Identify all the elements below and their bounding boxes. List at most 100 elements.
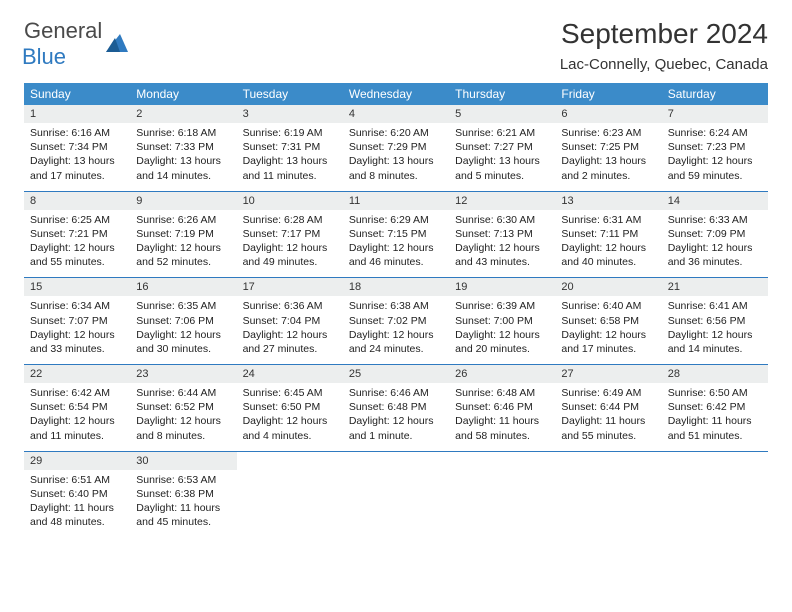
day-info-line: and 11 minutes. bbox=[243, 169, 337, 183]
day-info-line: Sunrise: 6:30 AM bbox=[455, 213, 549, 227]
day-info-line: and 11 minutes. bbox=[30, 429, 124, 443]
location: Lac-Connelly, Quebec, Canada bbox=[560, 56, 768, 73]
day-cell bbox=[449, 452, 555, 538]
day-cell: 18Sunrise: 6:38 AMSunset: 7:02 PMDayligh… bbox=[343, 278, 449, 364]
day-info-line: and 58 minutes. bbox=[455, 429, 549, 443]
day-cell bbox=[555, 452, 661, 538]
day-body: Sunrise: 6:19 AMSunset: 7:31 PMDaylight:… bbox=[237, 123, 343, 191]
day-info-line: Sunset: 7:34 PM bbox=[30, 140, 124, 154]
day-number: 27 bbox=[555, 365, 661, 383]
day-cell: 9Sunrise: 6:26 AMSunset: 7:19 PMDaylight… bbox=[130, 192, 236, 278]
day-info-line: Sunrise: 6:25 AM bbox=[30, 213, 124, 227]
calendar-weeks: 1Sunrise: 6:16 AMSunset: 7:34 PMDaylight… bbox=[24, 105, 768, 537]
day-info-line: Sunset: 7:15 PM bbox=[349, 227, 443, 241]
day-info-line: Sunset: 7:00 PM bbox=[455, 314, 549, 328]
day-cell: 14Sunrise: 6:33 AMSunset: 7:09 PMDayligh… bbox=[662, 192, 768, 278]
logo-text-general: General bbox=[24, 18, 102, 43]
day-cell: 6Sunrise: 6:23 AMSunset: 7:25 PMDaylight… bbox=[555, 105, 661, 191]
day-cell: 13Sunrise: 6:31 AMSunset: 7:11 PMDayligh… bbox=[555, 192, 661, 278]
day-info-line: Daylight: 12 hours bbox=[561, 241, 655, 255]
day-body: Sunrise: 6:25 AMSunset: 7:21 PMDaylight:… bbox=[24, 210, 130, 278]
day-info-line: Daylight: 13 hours bbox=[136, 154, 230, 168]
day-body: Sunrise: 6:16 AMSunset: 7:34 PMDaylight:… bbox=[24, 123, 130, 191]
day-info-line: Sunset: 6:38 PM bbox=[136, 487, 230, 501]
day-info-line: Daylight: 12 hours bbox=[243, 414, 337, 428]
day-cell: 21Sunrise: 6:41 AMSunset: 6:56 PMDayligh… bbox=[662, 278, 768, 364]
day-body: Sunrise: 6:53 AMSunset: 6:38 PMDaylight:… bbox=[130, 470, 236, 538]
day-info-line: Daylight: 11 hours bbox=[30, 501, 124, 515]
day-number: 8 bbox=[24, 192, 130, 210]
day-info-line: and 51 minutes. bbox=[668, 429, 762, 443]
day-info-line: and 33 minutes. bbox=[30, 342, 124, 356]
day-cell: 11Sunrise: 6:29 AMSunset: 7:15 PMDayligh… bbox=[343, 192, 449, 278]
day-info-line: Daylight: 13 hours bbox=[561, 154, 655, 168]
day-body: Sunrise: 6:38 AMSunset: 7:02 PMDaylight:… bbox=[343, 296, 449, 364]
day-info-line: Sunrise: 6:29 AM bbox=[349, 213, 443, 227]
day-body: Sunrise: 6:41 AMSunset: 6:56 PMDaylight:… bbox=[662, 296, 768, 364]
day-info-line: Sunset: 7:19 PM bbox=[136, 227, 230, 241]
day-number: 3 bbox=[237, 105, 343, 123]
day-cell: 7Sunrise: 6:24 AMSunset: 7:23 PMDaylight… bbox=[662, 105, 768, 191]
day-info-line: Sunset: 6:58 PM bbox=[561, 314, 655, 328]
day-info-line: Sunset: 7:33 PM bbox=[136, 140, 230, 154]
day-info-line: and 20 minutes. bbox=[455, 342, 549, 356]
day-info-line: Daylight: 11 hours bbox=[455, 414, 549, 428]
day-body: Sunrise: 6:21 AMSunset: 7:27 PMDaylight:… bbox=[449, 123, 555, 191]
day-number: 29 bbox=[24, 452, 130, 470]
day-cell: 15 Sunrise: 6:34 AMSunset: 7:07 PMDayligh… bbox=[24, 278, 130, 364]
day-cell: 30Sunrise: 6:53 AMSunset: 6:38 PMDayligh… bbox=[130, 452, 236, 538]
day-info-line: and 1 minute. bbox=[349, 429, 443, 443]
day-info-line: Sunset: 6:48 PM bbox=[349, 400, 443, 414]
day-body: Sunrise: 6:50 AMSunset: 6:42 PMDaylight:… bbox=[662, 383, 768, 451]
day-header: Monday bbox=[130, 83, 236, 105]
day-info-line: Sunset: 7:31 PM bbox=[243, 140, 337, 154]
day-info-line: Sunrise: 6:46 AM bbox=[349, 386, 443, 400]
day-info-line: Sunrise: 6:31 AM bbox=[561, 213, 655, 227]
day-info-line: Daylight: 12 hours bbox=[668, 154, 762, 168]
day-info-line: and 17 minutes. bbox=[561, 342, 655, 356]
day-info-line: Sunrise: 6:48 AM bbox=[455, 386, 549, 400]
day-body: Sunrise: 6:42 AMSunset: 6:54 PMDaylight:… bbox=[24, 383, 130, 451]
day-cell: 25Sunrise: 6:46 AMSunset: 6:48 PMDayligh… bbox=[343, 365, 449, 451]
day-info-line: Sunset: 7:29 PM bbox=[349, 140, 443, 154]
day-cell: 16Sunrise: 6:35 AMSunset: 7:06 PMDayligh… bbox=[130, 278, 236, 364]
day-info-line: and 14 minutes. bbox=[136, 169, 230, 183]
day-cell: 17Sunrise: 6:36 AMSunset: 7:04 PMDayligh… bbox=[237, 278, 343, 364]
day-info-line: Daylight: 12 hours bbox=[136, 241, 230, 255]
day-info-line: Sunrise: 6:35 AM bbox=[136, 299, 230, 313]
day-info-line: and 4 minutes. bbox=[243, 429, 337, 443]
logo-text-blue: Blue bbox=[22, 44, 66, 69]
day-info-line: Sunset: 6:50 PM bbox=[243, 400, 337, 414]
day-cell: 24Sunrise: 6:45 AMSunset: 6:50 PMDayligh… bbox=[237, 365, 343, 451]
day-number: 15 bbox=[24, 278, 130, 296]
day-info-line: Sunrise: 6:39 AM bbox=[455, 299, 549, 313]
day-number: 18 bbox=[343, 278, 449, 296]
day-info-line: Daylight: 12 hours bbox=[30, 328, 124, 342]
day-info-line: and 40 minutes. bbox=[561, 255, 655, 269]
day-info-line: Sunset: 7:06 PM bbox=[136, 314, 230, 328]
day-number: 4 bbox=[343, 105, 449, 123]
day-cell: 23Sunrise: 6:44 AMSunset: 6:52 PMDayligh… bbox=[130, 365, 236, 451]
day-info-line: and 14 minutes. bbox=[668, 342, 762, 356]
day-number: 30 bbox=[130, 452, 236, 470]
day-info-line: and 46 minutes. bbox=[349, 255, 443, 269]
logo: General Blue bbox=[24, 18, 128, 70]
day-info-line: Sunset: 7:07 PM bbox=[30, 314, 124, 328]
day-body: Sunrise: 6:48 AMSunset: 6:46 PMDaylight:… bbox=[449, 383, 555, 451]
day-body: Sunrise: 6:24 AMSunset: 7:23 PMDaylight:… bbox=[662, 123, 768, 191]
day-info-line: Daylight: 12 hours bbox=[30, 414, 124, 428]
day-info-line: Sunset: 6:54 PM bbox=[30, 400, 124, 414]
day-info-line: Sunrise: 6:38 AM bbox=[349, 299, 443, 313]
day-info-line: Sunrise: 6:18 AM bbox=[136, 126, 230, 140]
day-info-line: and 36 minutes. bbox=[668, 255, 762, 269]
day-info-line: Sunset: 7:27 PM bbox=[455, 140, 549, 154]
day-body: Sunrise: 6:45 AMSunset: 6:50 PMDaylight:… bbox=[237, 383, 343, 451]
day-info-line: Sunset: 6:46 PM bbox=[455, 400, 549, 414]
day-number: 28 bbox=[662, 365, 768, 383]
calendar-week: 29Sunrise: 6:51 AMSunset: 6:40 PMDayligh… bbox=[24, 452, 768, 538]
day-cell: 29Sunrise: 6:51 AMSunset: 6:40 PMDayligh… bbox=[24, 452, 130, 538]
day-info-line: Daylight: 11 hours bbox=[561, 414, 655, 428]
day-info-line: Sunrise: 6:34 AM bbox=[30, 299, 124, 313]
day-info-line: and 45 minutes. bbox=[136, 515, 230, 529]
day-info-line: Daylight: 12 hours bbox=[243, 328, 337, 342]
